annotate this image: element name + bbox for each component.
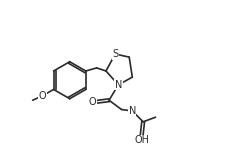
Text: O: O [89, 97, 97, 107]
Text: N: N [129, 106, 136, 116]
Text: N: N [115, 80, 122, 90]
Text: S: S [112, 49, 118, 59]
Text: OH: OH [134, 135, 149, 145]
Text: O: O [39, 91, 46, 101]
